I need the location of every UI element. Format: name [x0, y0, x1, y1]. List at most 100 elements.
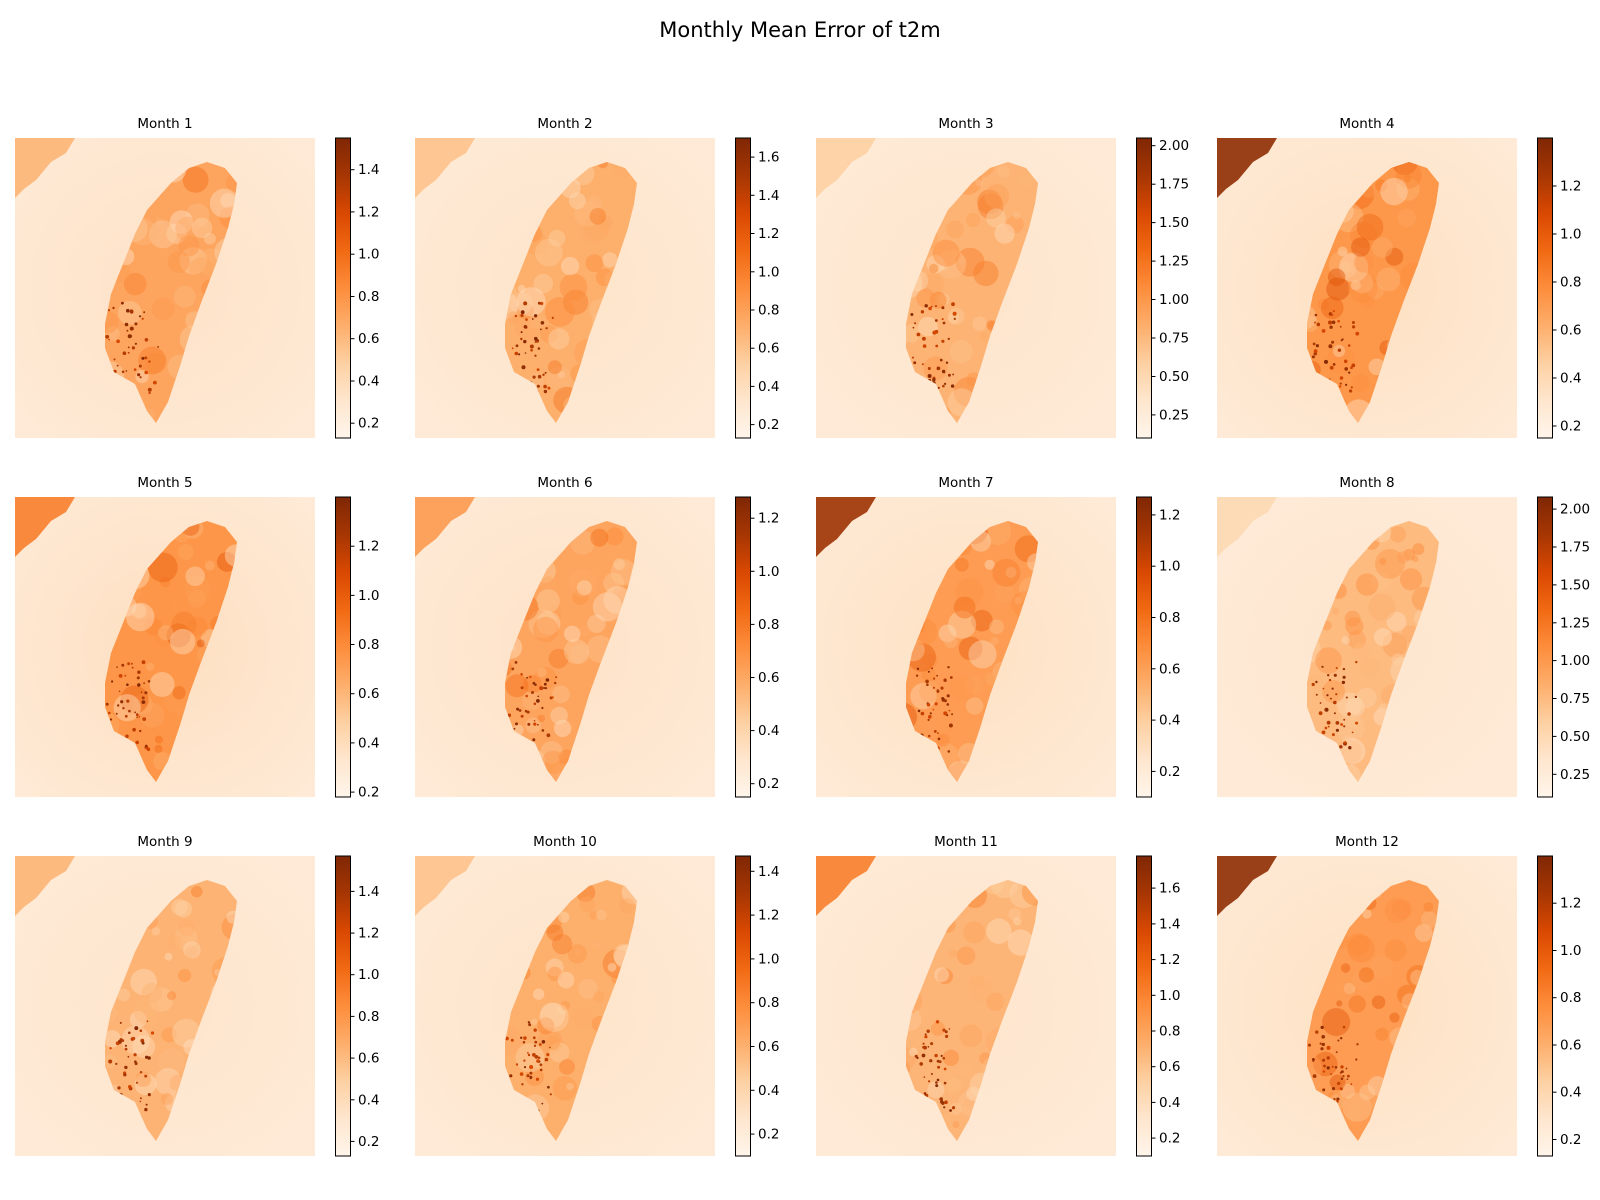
colorbar-tick-label: 1.0 — [358, 588, 379, 604]
colorbar-tick-label: 0.25 — [1159, 407, 1189, 423]
mainland-coast — [15, 138, 75, 198]
panel-month-1: Month 1 0.2 0.4 0.6 0.8 1.0 1.2 1.4 — [15, 114, 395, 439]
heatmap-month-9 — [15, 856, 315, 1156]
heatmap-month-7 — [816, 497, 1116, 797]
heatmap-month-12 — [1217, 856, 1517, 1156]
colorbar-tick-label: 1.25 — [1159, 254, 1189, 270]
colorbar-month-1: 0.2 0.4 0.6 0.8 1.0 1.2 1.4 — [335, 137, 379, 439]
colorbar-tick-label: 1.0 — [358, 967, 379, 983]
colorbar-tick-label: 1.4 — [358, 162, 379, 178]
colorbar-tick-label: 1.2 — [358, 539, 379, 555]
panel-month-10: Month 10 0.2 0.4 0.6 0.8 1.0 1.2 1.4 — [415, 832, 795, 1157]
colorbar-tick-label: 0.6 — [758, 670, 779, 686]
colorbar-tick-label: 1.50 — [1159, 215, 1189, 231]
colorbar-tick-label: 1.75 — [1560, 540, 1590, 556]
colorbar-tick-label: 0.4 — [758, 379, 779, 395]
colorbar-tick-label: 1.0 — [1560, 943, 1581, 959]
colorbar-tick-label: 1.75 — [1159, 177, 1189, 193]
panel-title: Month 10 — [533, 834, 597, 850]
colorbar-gradient — [735, 496, 751, 798]
colorbar-tick-label: 0.8 — [758, 617, 779, 633]
heatmap-month-3 — [816, 138, 1116, 438]
colorbar-tick-label: 0.2 — [358, 416, 379, 432]
panel-title: Month 12 — [1335, 834, 1399, 850]
colorbar-tick-label: 0.8 — [1159, 1024, 1180, 1040]
colorbar-tick-label: 1.0 — [358, 247, 379, 263]
colorbar-tick-label: 2.00 — [1560, 502, 1590, 518]
colorbar-tick-label: 0.2 — [758, 417, 779, 433]
panel-title: Month 6 — [537, 475, 593, 491]
colorbar-gradient — [335, 496, 351, 798]
island-shape — [906, 162, 1038, 423]
colorbar-tick-label: 0.8 — [358, 289, 379, 305]
panel-month-6: Month 6 0.2 0.4 0.6 0.8 1.0 1.2 — [415, 473, 795, 798]
panel-month-7: Month 7 0.2 0.4 0.6 0.8 1.0 1.2 — [816, 473, 1196, 798]
colorbar-tick-label: 0.6 — [1560, 1038, 1581, 1054]
panel-month-2: Month 2 0.2 0.4 0.6 0.8 1.0 1.2 1.4 1.6 — [415, 114, 795, 439]
island-shape — [906, 880, 1038, 1141]
colorbar-month-3: 0.25 0.50 0.75 1.00 1.25 1.50 1.75 2.00 — [1136, 137, 1189, 439]
colorbar-tick-label: 1.0 — [758, 951, 779, 967]
colorbar-gradient — [1537, 137, 1553, 439]
colorbar-tick-label: 0.8 — [1560, 990, 1581, 1006]
colorbar-tick-label: 0.25 — [1560, 767, 1590, 783]
colorbar-tick-label: 0.50 — [1159, 369, 1189, 385]
island-shape — [505, 521, 637, 782]
colorbar-gradient — [735, 137, 751, 439]
mainland-coast — [816, 138, 876, 198]
panel-title: Month 1 — [137, 116, 193, 132]
island-texture — [505, 521, 637, 782]
colorbar-tick-label: 1.2 — [1560, 179, 1581, 195]
mainland-coast — [15, 856, 75, 916]
colorbar-tick-label: 1.0 — [1560, 227, 1581, 243]
colorbar-tick-label: 0.8 — [358, 637, 379, 653]
colorbar-month-4: 0.2 0.4 0.6 0.8 1.0 1.2 — [1537, 137, 1581, 439]
colorbar-gradient — [1136, 855, 1152, 1157]
colorbar-tick-label: 0.2 — [358, 1134, 379, 1150]
heatmap-month-5 — [15, 497, 315, 797]
mainland-coast — [1217, 856, 1277, 916]
panel-title: Month 3 — [938, 116, 994, 132]
panel-title: Month 9 — [137, 834, 193, 850]
mainland-coast — [15, 497, 75, 557]
panel-title: Month 5 — [137, 475, 193, 491]
colorbar-tick-label: 0.8 — [758, 303, 779, 319]
panel-month-8: Month 8 0.25 0.50 0.75 1.00 1.25 1.50 1.75 2.00 — [1217, 473, 1597, 798]
heatmap-month-10 — [415, 856, 715, 1156]
colorbar-tick-label: 1.4 — [758, 864, 779, 880]
colorbar-tick-label: 0.6 — [358, 331, 379, 347]
colorbar-month-7: 0.2 0.4 0.6 0.8 1.0 1.2 — [1136, 496, 1180, 798]
panel-month-9: Month 9 0.2 0.4 0.6 0.8 1.0 1.2 1.4 — [15, 832, 395, 1157]
colorbar-tick-label: 1.50 — [1560, 577, 1590, 593]
colorbar-month-8: 0.25 0.50 0.75 1.00 1.25 1.50 1.75 2.00 — [1537, 496, 1590, 798]
colorbar-tick-label: 0.8 — [758, 995, 779, 1011]
island-shape — [505, 880, 637, 1141]
colorbar-tick-label: 0.6 — [358, 686, 379, 702]
panel-title: Month 7 — [938, 475, 994, 491]
colorbar-tick-label: 0.2 — [1159, 764, 1180, 780]
colorbar-tick-label: 1.00 — [1560, 653, 1590, 669]
mainland-coast — [816, 497, 876, 557]
colorbar-tick-label: 0.2 — [358, 785, 379, 801]
island-shape — [105, 521, 237, 782]
colorbar-month-11: 0.2 0.4 0.6 0.8 1.0 1.2 1.4 1.6 — [1136, 855, 1180, 1157]
colorbar-tick-label: 1.2 — [758, 908, 779, 924]
colorbar-gradient — [335, 855, 351, 1157]
colorbar-tick-label: 1.2 — [758, 511, 779, 527]
colorbar-tick-label: 0.6 — [1159, 1059, 1180, 1075]
colorbar-tick-label: 0.6 — [358, 1051, 379, 1067]
colorbar-tick-label: 1.0 — [1159, 988, 1180, 1004]
heatmap-month-8 — [1217, 497, 1517, 797]
colorbar-tick-label: 0.6 — [758, 1039, 779, 1055]
island-shape — [1307, 521, 1439, 782]
colorbar-tick-label: 0.2 — [1560, 1132, 1581, 1148]
colorbar-tick-label: 0.4 — [358, 735, 379, 751]
colorbar-tick-label: 1.2 — [358, 926, 379, 942]
panel-month-4: Month 4 0.2 0.4 0.6 0.8 1.0 1.2 — [1217, 114, 1597, 439]
colorbar-tick-label: 0.4 — [758, 1083, 779, 1099]
island-shape — [1307, 880, 1439, 1141]
mainland-coast — [816, 856, 876, 916]
colorbar-tick-label: 0.2 — [1560, 419, 1581, 435]
colorbar-gradient — [1537, 855, 1553, 1157]
colorbar-tick-label: 0.4 — [1159, 713, 1180, 729]
